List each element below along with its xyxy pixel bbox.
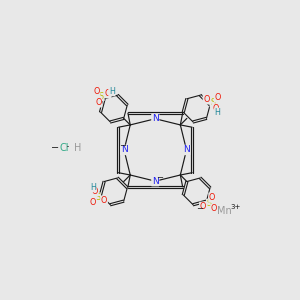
Text: O: O [95,98,102,107]
Text: ·: · [65,141,70,154]
Text: N: N [183,146,190,154]
Text: O: O [90,198,96,207]
Text: N: N [152,114,159,123]
Text: O: O [203,95,210,104]
Text: Cl: Cl [60,143,69,153]
Text: O: O [93,87,100,96]
Text: O: O [212,104,219,113]
Text: O: O [200,202,206,211]
Text: S: S [99,92,104,100]
Text: S: S [210,98,215,107]
Text: −: − [51,143,59,153]
Text: O: O [101,196,107,205]
Text: H: H [109,87,115,96]
Text: H: H [74,143,82,153]
Text: O: O [214,93,221,102]
Text: −: − [119,141,126,150]
Text: 3+: 3+ [231,204,241,210]
Text: O: O [209,193,215,202]
Text: S: S [95,193,100,202]
Text: O: O [104,88,111,98]
Text: −: − [196,204,203,213]
Text: Mn: Mn [217,206,232,216]
Text: N: N [121,146,128,154]
Text: S: S [207,200,212,208]
Text: −: − [156,174,164,183]
Text: H: H [90,183,96,192]
Text: O: O [92,187,98,196]
Text: O: O [211,204,217,213]
Text: H: H [215,108,220,117]
Text: N: N [152,177,159,186]
